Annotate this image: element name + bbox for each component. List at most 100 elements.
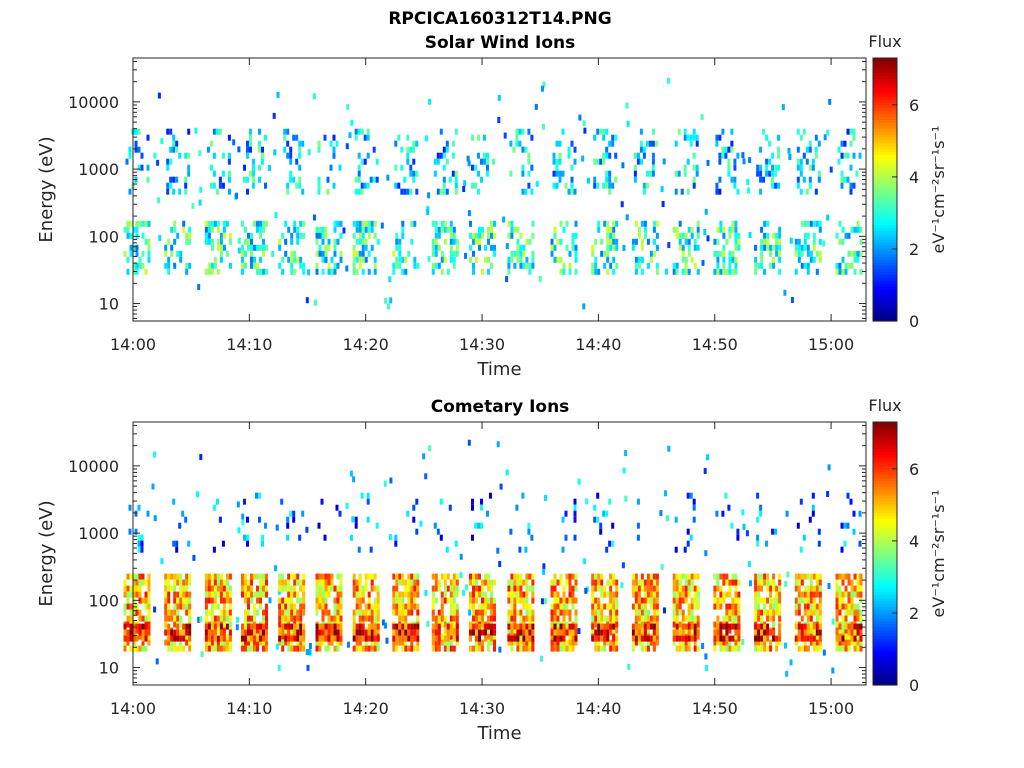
- heatmap-cell: [818, 603, 822, 610]
- heatmap-cell: [364, 220, 368, 227]
- heatmap-cell: [123, 635, 127, 642]
- heatmap-cell: [262, 244, 265, 251]
- heatmap-cell: [135, 579, 139, 586]
- x-axis-label: Time: [476, 723, 521, 744]
- heatmap-cell: [803, 262, 807, 269]
- heatmap-cell: [734, 573, 738, 580]
- heatmap-cell: [835, 615, 839, 622]
- heatmap-cell: [531, 250, 535, 257]
- heatmap-cell: [407, 629, 411, 636]
- heatmap-cell: [210, 645, 214, 652]
- heatmap-cell: [465, 584, 469, 591]
- heatmap-cell: [364, 635, 368, 642]
- heatmap-cell: [853, 635, 857, 642]
- heatmap-cell: [452, 629, 456, 636]
- heatmap-cell: [535, 180, 539, 187]
- colorbar-segment: [873, 66, 897, 71]
- heatmap-cell: [778, 256, 782, 263]
- heatmap-cell: [431, 268, 435, 275]
- heatmap-cell: [615, 220, 619, 227]
- heatmap-cell: [771, 182, 775, 189]
- heatmap-cell: [401, 591, 405, 598]
- heatmap-cell: [188, 573, 192, 580]
- heatmap-cell: [395, 579, 399, 586]
- heatmap-cell: [766, 645, 770, 652]
- heatmap-cell: [696, 232, 700, 239]
- heatmap-cell: [443, 579, 447, 586]
- heatmap-cell: [318, 591, 322, 598]
- heatmap-cell: [597, 609, 601, 616]
- heatmap-cell: [684, 639, 688, 646]
- heatmap-cell: [684, 238, 688, 245]
- heatmap-cell: [244, 629, 247, 636]
- heatmap-cell: [339, 629, 343, 636]
- heatmap-cell: [370, 623, 374, 630]
- heatmap-cell: [606, 226, 610, 233]
- heatmap-cell: [140, 152, 144, 159]
- heatmap-cell: [398, 244, 402, 251]
- heatmap-cell: [643, 645, 647, 652]
- heatmap-cell: [247, 639, 250, 646]
- heatmap-cell: [521, 170, 525, 177]
- heatmap-cell: [403, 188, 407, 195]
- heatmap-cell: [718, 188, 722, 195]
- heatmap-cell: [606, 603, 610, 610]
- heatmap-cell: [591, 635, 595, 642]
- heatmap-cell: [812, 603, 816, 610]
- heatmap-cell: [410, 597, 414, 604]
- heatmap-cell: [527, 152, 531, 159]
- heatmap-cell: [853, 250, 857, 257]
- heatmap-cell: [173, 573, 177, 580]
- heatmap-cell: [766, 623, 770, 630]
- heatmap-cell: [778, 268, 782, 275]
- heatmap-cell: [228, 573, 232, 580]
- heatmap-cell: [179, 645, 183, 652]
- heatmap-cell: [293, 268, 297, 275]
- heatmap-cell: [477, 522, 480, 529]
- heatmap-cell: [768, 170, 772, 177]
- heatmap-cell: [608, 188, 612, 195]
- x-axis: 14:00 14:10 14:20 14:30 14:40 14:50 15:00: [110, 58, 854, 354]
- heatmap-cell: [521, 188, 525, 195]
- colorbar-segment: [873, 588, 897, 593]
- heatmap-cell: [778, 635, 782, 642]
- heatmap-cell: [446, 585, 450, 592]
- heatmap-cell: [324, 635, 328, 642]
- heatmap-cell: [132, 226, 136, 233]
- heatmap-cell: [731, 597, 735, 604]
- heatmap-cell: [146, 164, 150, 171]
- heatmap-cell: [253, 244, 256, 251]
- heatmap-cell: [652, 238, 656, 245]
- heatmap-cell: [640, 615, 644, 622]
- heatmap-cell: [407, 623, 411, 630]
- heatmap-cell: [259, 256, 262, 263]
- heatmap-cell: [324, 250, 328, 257]
- heatmap-cell: [455, 573, 459, 580]
- heatmap-cell: [766, 615, 770, 622]
- heatmap-cell: [446, 268, 450, 275]
- heatmap-cell: [703, 468, 707, 474]
- heatmap-cell: [307, 649, 311, 655]
- heatmap-cell: [737, 244, 741, 251]
- heatmap-cell: [262, 250, 265, 257]
- heatmap-cell: [637, 603, 641, 610]
- heatmap-cell: [728, 256, 732, 263]
- heatmap-cell: [493, 250, 496, 257]
- heatmap-cell: [321, 250, 325, 257]
- colorbar-segment: [873, 163, 897, 167]
- heatmap-cell: [394, 164, 398, 171]
- heatmap-cell: [222, 615, 226, 622]
- heatmap-cell: [469, 591, 472, 598]
- heatmap-cell: [132, 635, 136, 642]
- heatmap-cell: [684, 579, 688, 586]
- heatmap-cell: [135, 220, 139, 227]
- heatmap-cell: [256, 591, 259, 598]
- heatmap-cell: [814, 152, 818, 159]
- heatmap-cell: [818, 250, 822, 257]
- heatmap-cell: [147, 238, 151, 245]
- heatmap-cell: [339, 579, 343, 586]
- heatmap-cell: [376, 645, 380, 652]
- heatmap-cell: [157, 197, 161, 204]
- heatmap-cell: [578, 114, 582, 121]
- heatmap-cell: [397, 134, 401, 141]
